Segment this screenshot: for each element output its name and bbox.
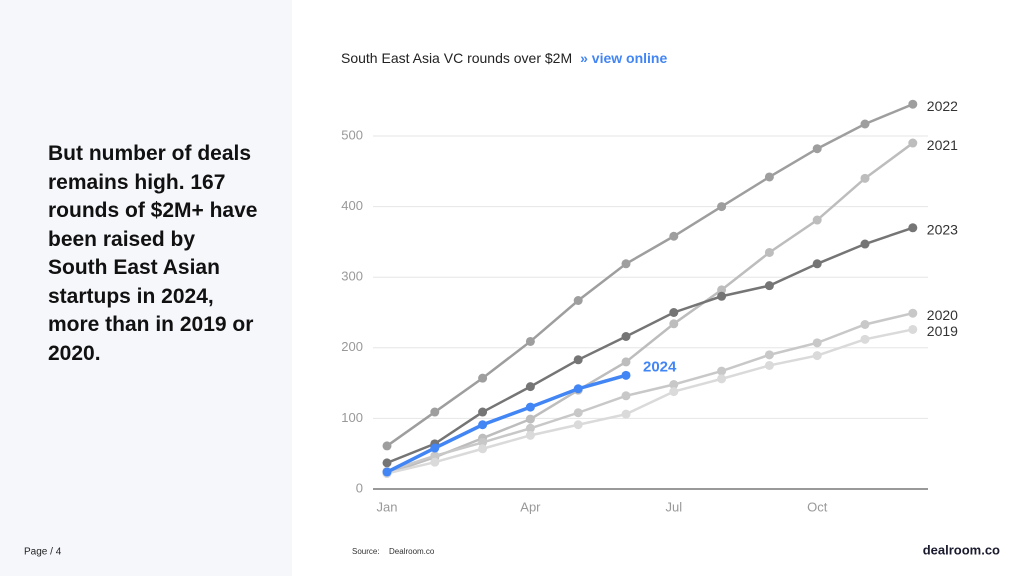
data-point (717, 202, 727, 212)
source: Dealroom.co (389, 547, 435, 556)
series-line (386, 311, 914, 473)
series-line (386, 328, 914, 475)
data-point (669, 387, 679, 397)
series-label: 2023 (927, 221, 958, 237)
title-text: South East Asia VC rounds over $2M (341, 50, 572, 66)
data-point (621, 370, 631, 380)
data-point (382, 458, 392, 468)
side-panel (0, 0, 292, 576)
data-point (478, 444, 488, 454)
data-point (717, 374, 727, 384)
data-point (908, 223, 918, 233)
y-tick-label: 300 (341, 269, 363, 284)
series-label: 2021 (927, 137, 958, 153)
series-label: 2022 (927, 98, 958, 114)
logo: dealroom.co (923, 542, 1000, 557)
data-point (621, 259, 631, 269)
data-point (525, 430, 535, 440)
data-point (764, 350, 774, 360)
x-tick-label: Jan (377, 499, 398, 514)
data-point (717, 291, 727, 301)
data-point (860, 334, 870, 344)
data-point (573, 420, 583, 430)
data-point (478, 420, 488, 430)
y-tick-label: 200 (341, 339, 363, 354)
source-label: Source: (352, 547, 380, 556)
data-point (812, 215, 822, 225)
chart-title: South East Asia VC rounds over $2M » view… (341, 50, 667, 66)
data-point (573, 384, 583, 394)
data-point (669, 231, 679, 241)
data-point (573, 408, 583, 418)
data-point (525, 423, 535, 433)
y-tick-label: 400 (341, 198, 363, 213)
data-point (764, 247, 774, 257)
data-point (382, 441, 392, 451)
page-number: Page / 4 (24, 547, 62, 558)
series-line (386, 373, 627, 474)
data-point (621, 332, 631, 342)
y-tick-label: 0 (356, 480, 363, 495)
series-line (386, 142, 914, 475)
data-point (621, 391, 631, 401)
data-point (573, 355, 583, 365)
data-point (908, 324, 918, 334)
data-point (860, 173, 870, 183)
data-point (908, 138, 918, 148)
data-point (908, 99, 918, 109)
series-line (386, 103, 914, 447)
data-point (621, 409, 631, 419)
data-point (860, 239, 870, 249)
series-label: 2019 (927, 323, 958, 339)
data-point (717, 285, 727, 295)
data-point (430, 457, 440, 467)
data-point (717, 366, 727, 376)
data-point (669, 308, 679, 317)
x-tick-label: Apr (520, 499, 541, 514)
data-point (478, 407, 488, 417)
data-point (764, 172, 774, 182)
data-point (764, 281, 774, 291)
data-point (812, 338, 822, 348)
data-point (430, 451, 440, 461)
data-point (478, 437, 488, 447)
y-tick-label: 500 (341, 127, 363, 142)
data-point (478, 373, 488, 383)
slide-body: But number of deals remains high. 167 ro… (48, 142, 258, 365)
data-point (382, 467, 392, 477)
data-point (573, 295, 583, 305)
data-point (812, 351, 822, 361)
data-point (430, 407, 440, 417)
data-point (764, 360, 774, 370)
data-point (860, 119, 870, 129)
data-point (812, 144, 822, 154)
data-point (525, 414, 535, 424)
x-tick-label: Jul (665, 499, 682, 514)
series-label: 2024 (643, 358, 677, 375)
data-point (908, 308, 918, 318)
data-point (669, 319, 679, 329)
series-label: 2020 (927, 307, 958, 323)
data-point (669, 380, 679, 390)
data-point (525, 382, 535, 392)
data-point (812, 259, 822, 269)
x-tick-label: Oct (807, 499, 828, 514)
data-point (621, 357, 631, 367)
y-tick-label: 100 (341, 410, 363, 425)
series-line (386, 226, 914, 465)
view-online-link[interactable]: » view online (580, 50, 667, 66)
data-point (860, 320, 870, 330)
data-point (525, 336, 535, 346)
data-point (430, 443, 440, 453)
data-point (525, 402, 535, 412)
